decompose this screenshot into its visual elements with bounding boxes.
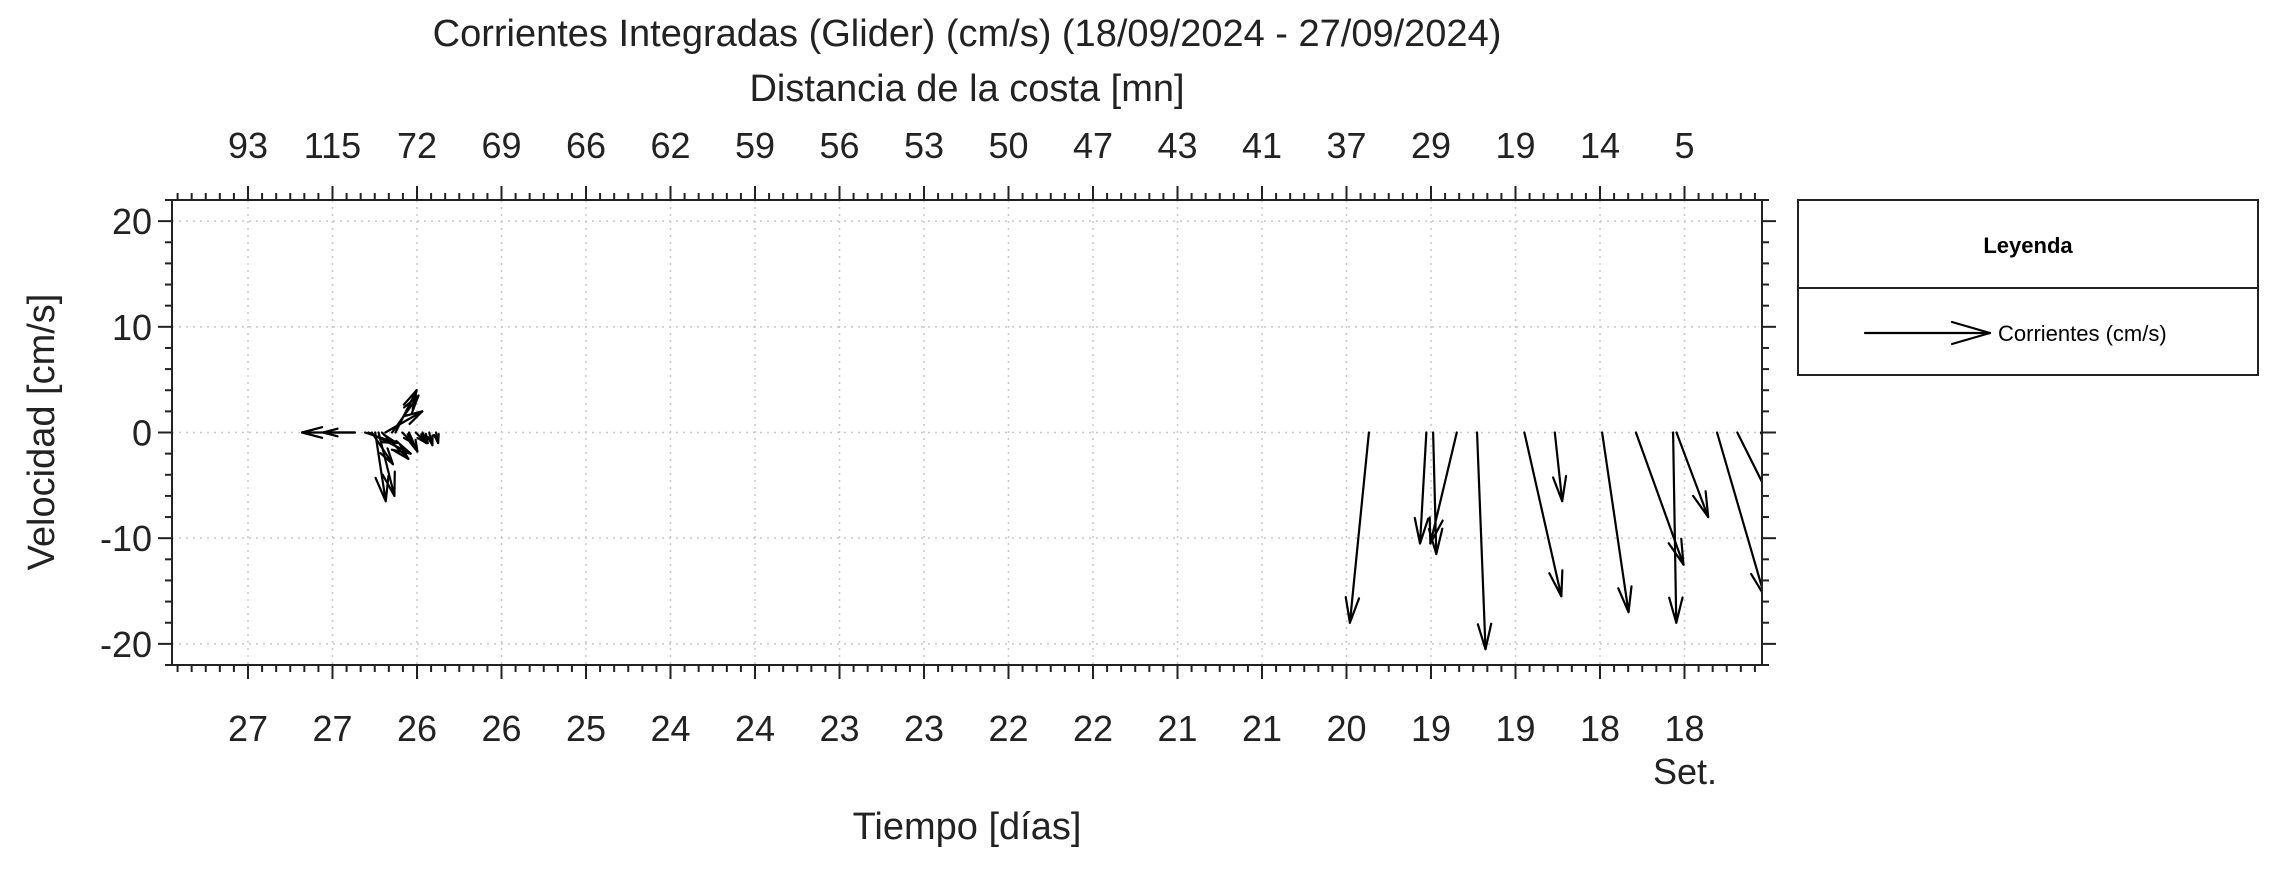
axis-ticks (158, 186, 1776, 679)
current-vector (1475, 431, 1493, 651)
current-vector (1523, 431, 1564, 598)
top-tick-label: 69 (481, 125, 521, 166)
current-vector (1601, 431, 1633, 614)
top-tick-label: 62 (650, 125, 690, 166)
x-tick-label: 26 (397, 708, 437, 749)
x-tick-label: 25 (566, 708, 606, 749)
current-vector (384, 410, 424, 434)
current-vector (426, 431, 434, 447)
top-tick-label: 37 (1326, 125, 1366, 166)
current-vector (1771, 433, 1819, 496)
current-vector (1834, 374, 1845, 432)
top-tick-label: 5 (1674, 125, 1694, 166)
top-tick-label: 93 (228, 125, 268, 166)
top-tick-label: 53 (904, 125, 944, 166)
current-vector (1344, 431, 1371, 624)
y-tick-label: -10 (100, 518, 152, 559)
current-vector (1832, 433, 1865, 581)
x-tick-label: 24 (650, 708, 690, 749)
current-vector (377, 431, 396, 498)
x-tick-label: 22 (1073, 708, 1113, 749)
current-vector (1825, 433, 1853, 570)
top-tick-label: 43 (1157, 125, 1197, 166)
x-tick-label: 18 (1580, 708, 1620, 749)
legend-title: Leyenda (1983, 233, 2073, 258)
legend: Leyenda Corrientes (cm/s) (1797, 199, 2259, 376)
current-vector (322, 427, 356, 438)
current-vector (1634, 431, 1685, 566)
x-tick-label: 24 (735, 708, 775, 749)
current-vector (1791, 433, 1823, 470)
top-tick-label: 14 (1580, 125, 1620, 166)
top-tick-label: 72 (397, 125, 437, 166)
current-vector (1668, 431, 1684, 624)
current-vector (380, 431, 410, 461)
x-tick-label: 20 (1326, 708, 1366, 749)
top-tick-label: 50 (988, 125, 1028, 166)
current-vector (1413, 431, 1430, 545)
x-tick-label: 19 (1495, 708, 1535, 749)
y-tick-label: 10 (112, 307, 152, 348)
top-tick-label: 41 (1242, 125, 1282, 166)
x-tick-label: 18 (1664, 708, 1704, 749)
current-vector (1849, 433, 1862, 496)
x-tick-label: 21 (1157, 708, 1197, 749)
current-vector (433, 431, 440, 445)
current-vector (1839, 433, 1852, 528)
grid (172, 200, 1762, 665)
x-tick-label: 22 (988, 708, 1028, 749)
current-vector (1815, 433, 1832, 507)
x-tick-label: 27 (312, 708, 352, 749)
x-axis-label: Tiempo [días] (853, 806, 1082, 848)
x-tick-label: 27 (228, 708, 268, 749)
y-tick-label: -20 (100, 624, 152, 665)
current-vector (407, 431, 419, 453)
current-vector (1675, 431, 1710, 519)
bottom-tick-labels: 27 27 26 26 25 24 24 23 23 22 22 21 21 20 19 19 18 18 (228, 708, 1705, 749)
top-tick-label: 59 (735, 125, 775, 166)
x-tick-label: 23 (819, 708, 859, 749)
current-vector (1551, 431, 1568, 503)
top-axis-label: Distancia de la costa [mn] (749, 68, 1184, 110)
y-tick-label: 20 (112, 201, 152, 242)
legend-item-currents: Corrientes (cm/s) (1998, 321, 2167, 346)
top-tick-label: 56 (819, 125, 859, 166)
top-tick-label: 66 (566, 125, 606, 166)
current-vector (1736, 431, 1762, 485)
x-tick-label: 23 (904, 708, 944, 749)
y-tick-labels: 20 10 0 -10 -20 (100, 201, 152, 665)
current-vector (420, 431, 429, 445)
top-tick-label: 47 (1073, 125, 1113, 166)
chart-title: Corrientes Integradas (Glider) (cm/s) (1… (433, 13, 1502, 55)
x-tick-label: 21 (1242, 708, 1282, 749)
plot-frame (171, 199, 1763, 666)
current-vector (1802, 433, 1818, 491)
current-vector (1428, 431, 1458, 545)
top-tick-label: 115 (304, 125, 361, 166)
current-vector (1759, 431, 1762, 438)
current-vector (1789, 374, 1805, 432)
vector-series (300, 374, 1865, 651)
top-tick-labels: 93 115 72 69 66 62 59 56 53 50 47 43 41 37 29 19 14 5 (228, 125, 1695, 166)
y-axis-label: Velocidad [cm/s] (21, 294, 63, 571)
x-axis-suffix: Set. (1653, 751, 1717, 792)
legend-arrow-icon (1863, 320, 1992, 346)
top-tick-label: 19 (1495, 125, 1535, 166)
current-vector (1715, 431, 1762, 595)
x-tick-label: 26 (481, 708, 521, 749)
y-tick-label: 0 (132, 413, 152, 454)
x-tick-label: 19 (1411, 708, 1451, 749)
current-vector (394, 389, 418, 434)
top-tick-label: 29 (1411, 125, 1451, 166)
